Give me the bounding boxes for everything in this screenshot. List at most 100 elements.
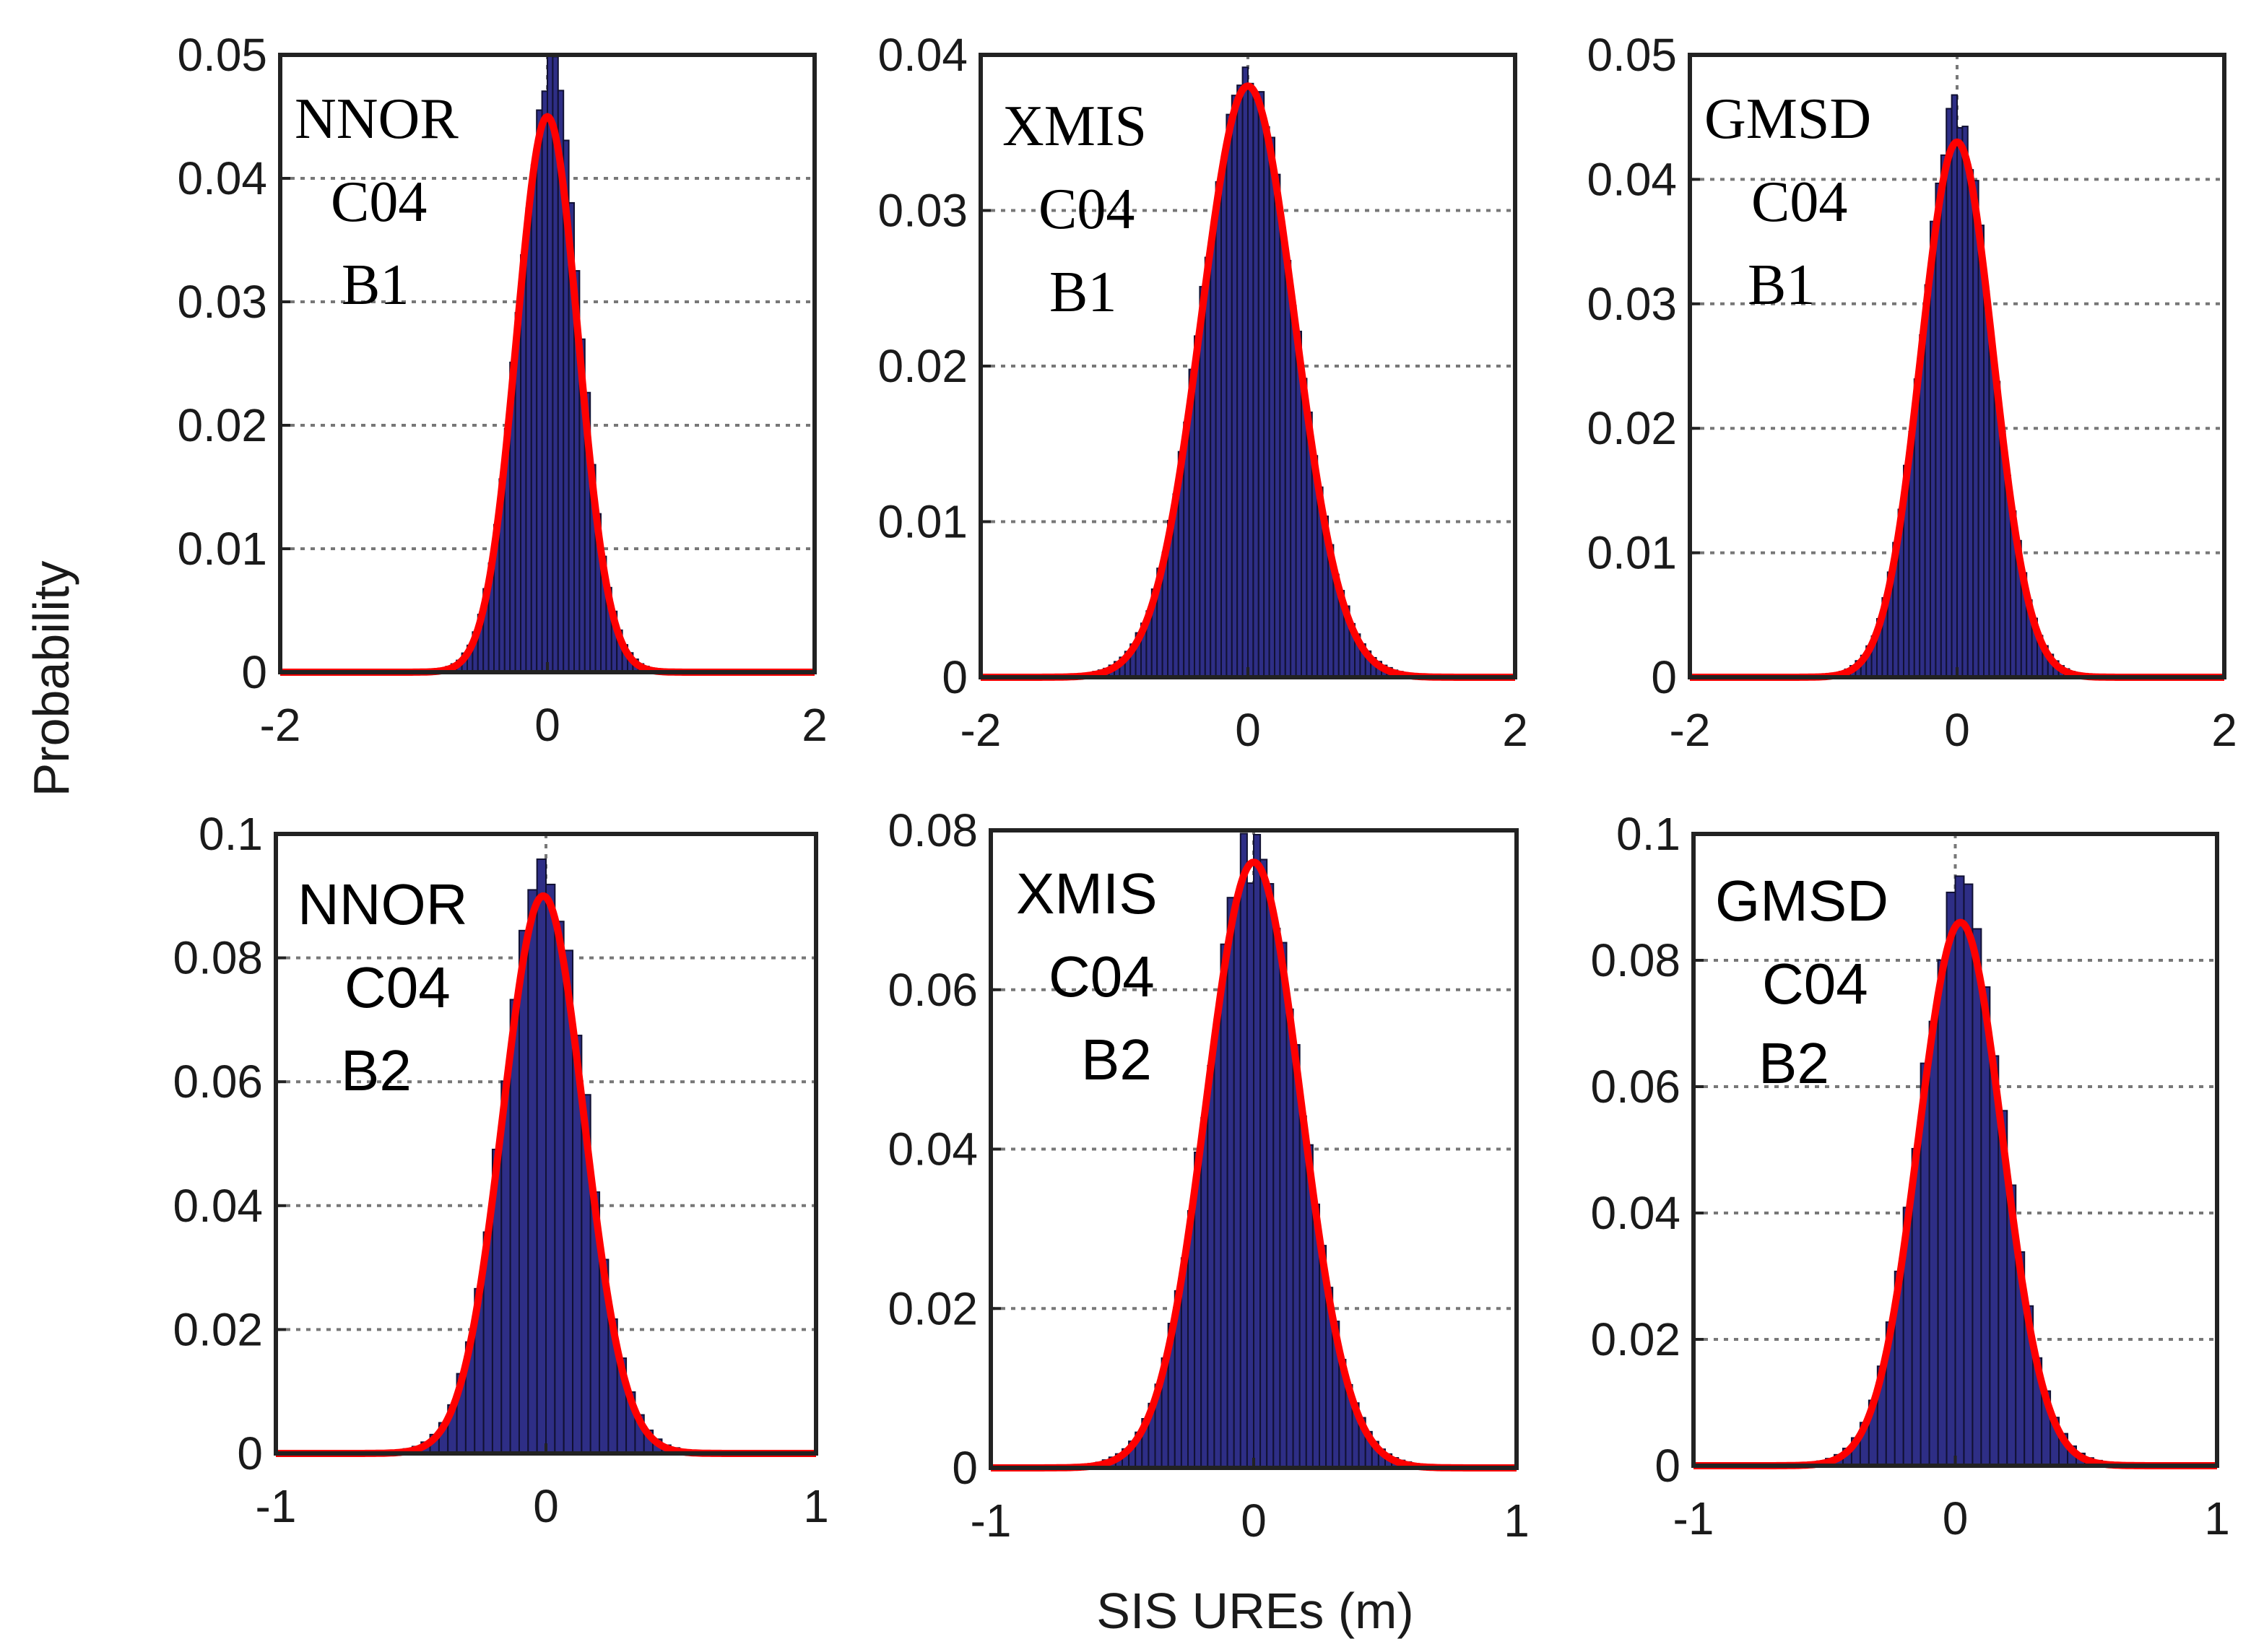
histogram-bar [1259, 858, 1268, 1469]
histogram-bar [554, 921, 565, 1454]
y-axis-title: Probability [23, 561, 79, 797]
x-tick-label: 1 [803, 1480, 829, 1532]
histogram-bar [1239, 832, 1248, 1469]
y-tick-label: 0.06 [173, 1056, 263, 1108]
x-tick-label: -2 [960, 704, 1002, 756]
histogram-bar [1241, 66, 1249, 679]
panel-annotation: GMSD [1704, 87, 1871, 151]
histogram-bar [547, 54, 554, 673]
histogram-bar [1226, 113, 1233, 678]
panel-annotation: B2 [1081, 1027, 1152, 1092]
y-tick-label: 0.01 [877, 496, 968, 548]
y-tick-label: 0.1 [199, 808, 263, 860]
histogram-bar [527, 889, 538, 1454]
histogram-bar [1954, 875, 1965, 1466]
histogram-bar [1257, 91, 1265, 679]
histogram-bar [530, 164, 538, 674]
histogram-bar [1279, 942, 1288, 1469]
histogram-bar [1988, 342, 1995, 678]
panel-annotation: C04 [1762, 952, 1868, 1016]
histogram-bar [1274, 173, 1281, 678]
y-tick-label: 0.08 [1590, 934, 1680, 986]
y-tick-label: 0 [952, 1442, 978, 1494]
panel-annotation: C04 [344, 955, 451, 1020]
histogram-bar [1204, 256, 1212, 678]
y-tick-label: 0.04 [177, 152, 267, 204]
panel-annotation: B2 [1758, 1031, 1829, 1095]
histogram-bar [1279, 227, 1286, 679]
y-tick-label: 0 [241, 646, 267, 698]
histogram-bar [1246, 882, 1255, 1469]
x-tick-label: 0 [1241, 1495, 1267, 1547]
histogram-bar [518, 929, 529, 1454]
histogram-bar [1935, 182, 1942, 678]
histogram-bar [1983, 290, 1990, 678]
panels: 00.010.020.030.040.05-2 0 2NNORC04B100.010… [173, 29, 2237, 1547]
histogram-bar [545, 883, 556, 1454]
histogram-bar [1200, 1117, 1209, 1469]
panel-annotation: C04 [331, 170, 427, 234]
histogram-bar [1298, 1115, 1307, 1469]
y-tick-label: 0.05 [1587, 29, 1677, 81]
histogram-bar [1220, 943, 1228, 1469]
histogram-bar [1207, 1064, 1215, 1469]
y-tick-label: 0.02 [888, 1282, 978, 1334]
panel-annotation: B2 [341, 1038, 412, 1103]
x-tick-label: 0 [534, 699, 560, 751]
y-tick-label: 0.02 [173, 1303, 263, 1355]
histogram-bar [525, 207, 532, 674]
histogram-bar [1963, 883, 1974, 1467]
histogram-bar [1972, 928, 1982, 1467]
histogram-bar [1247, 82, 1254, 678]
y-tick-label: 0 [1651, 651, 1677, 703]
x-axis-title: SIS UREs (m) [1096, 1583, 1413, 1639]
panel-annotation: C04 [1049, 944, 1155, 1009]
histogram-bar [1253, 833, 1262, 1469]
x-tick-label: -2 [260, 699, 301, 751]
panel-annotation: XMIS [1016, 861, 1158, 926]
histogram-bar [536, 109, 543, 674]
histogram-bar [541, 90, 548, 673]
histogram-bar [1961, 126, 1969, 678]
panel-annotation: B1 [342, 253, 409, 317]
panel-annotation: B1 [1049, 261, 1116, 324]
x-tick-label: 2 [802, 699, 828, 751]
histogram-bar [1290, 305, 1297, 678]
y-tick-label: 0.04 [1587, 153, 1677, 205]
histogram-bar [1284, 259, 1292, 678]
x-tick-label: 0 [533, 1480, 559, 1532]
y-tick-label: 0.08 [888, 804, 978, 856]
y-tick-label: 0.02 [1587, 402, 1677, 454]
panel-annotation: NNOR [295, 87, 459, 151]
histogram-bar [1940, 154, 1948, 678]
x-tick-label: 0 [1944, 704, 1970, 756]
x-tick-label: -2 [1670, 704, 1711, 756]
panel-annotation: XMIS [1002, 95, 1147, 158]
y-tick-label: 0.03 [1587, 278, 1677, 330]
y-tick-label: 0.04 [877, 29, 968, 81]
y-tick-label: 0.08 [173, 932, 263, 984]
histogram-bar [1268, 136, 1275, 678]
y-tick-label: 0.05 [177, 29, 267, 81]
x-tick-label: -1 [256, 1480, 297, 1532]
histogram-bar [1213, 1018, 1222, 1469]
histogram-bar [1226, 897, 1235, 1469]
histogram-bar [1236, 84, 1244, 678]
histogram-bar [1980, 986, 1991, 1466]
histogram-bar [1231, 95, 1239, 678]
histogram-bar [1972, 180, 1979, 678]
histogram-bar [1951, 94, 1959, 678]
histogram-bar [536, 858, 547, 1454]
x-tick-label: 2 [1502, 704, 1528, 756]
y-tick-label: 0.06 [1590, 1061, 1680, 1113]
x-tick-label: 1 [1504, 1495, 1530, 1547]
x-tick-label: 2 [2211, 704, 2237, 756]
y-tick-label: 0.03 [177, 276, 267, 328]
